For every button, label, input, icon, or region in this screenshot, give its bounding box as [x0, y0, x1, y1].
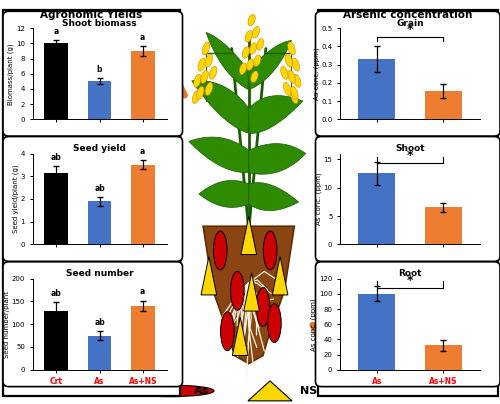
- Circle shape: [230, 271, 244, 310]
- Y-axis label: Biomass/plant (g): Biomass/plant (g): [8, 43, 14, 105]
- Ellipse shape: [240, 63, 246, 74]
- Y-axis label: Seed number/plant: Seed number/plant: [4, 291, 10, 358]
- Polygon shape: [192, 80, 250, 133]
- Polygon shape: [248, 183, 298, 210]
- Y-axis label: As conc. (ppm): As conc. (ppm): [313, 47, 320, 100]
- Ellipse shape: [250, 43, 256, 54]
- Title: Shoot: Shoot: [395, 144, 425, 153]
- Polygon shape: [201, 257, 216, 295]
- Ellipse shape: [205, 54, 212, 67]
- Ellipse shape: [288, 42, 295, 55]
- Bar: [425, 345, 462, 370]
- Text: *: *: [407, 23, 413, 36]
- Text: a: a: [140, 288, 145, 297]
- Ellipse shape: [205, 82, 212, 95]
- Text: *: *: [407, 274, 413, 287]
- Polygon shape: [241, 216, 256, 255]
- Ellipse shape: [210, 66, 217, 79]
- Ellipse shape: [288, 70, 295, 83]
- Ellipse shape: [246, 59, 254, 70]
- Text: b: b: [97, 65, 102, 74]
- Title: Seed yield: Seed yield: [73, 144, 126, 153]
- Text: ab: ab: [94, 183, 105, 193]
- Ellipse shape: [252, 27, 260, 38]
- Bar: [44, 311, 68, 370]
- Ellipse shape: [292, 58, 300, 71]
- Ellipse shape: [254, 55, 261, 66]
- Ellipse shape: [294, 74, 301, 87]
- Polygon shape: [203, 226, 294, 364]
- Bar: [44, 173, 68, 244]
- Circle shape: [264, 231, 277, 270]
- Ellipse shape: [290, 86, 298, 99]
- Ellipse shape: [196, 86, 204, 99]
- Polygon shape: [232, 317, 248, 356]
- Y-axis label: Seed yield/plant (g): Seed yield/plant (g): [12, 165, 19, 233]
- Circle shape: [126, 385, 214, 397]
- Ellipse shape: [194, 74, 201, 87]
- Text: NS: NS: [300, 386, 318, 396]
- Bar: [88, 81, 112, 119]
- Bar: [88, 336, 112, 370]
- Polygon shape: [244, 273, 260, 311]
- Polygon shape: [248, 144, 306, 174]
- Title: Seed number: Seed number: [66, 269, 134, 278]
- Circle shape: [214, 231, 227, 270]
- Title: Grain: Grain: [396, 19, 424, 27]
- Polygon shape: [248, 96, 303, 133]
- Bar: [88, 201, 112, 244]
- Polygon shape: [248, 40, 292, 89]
- Ellipse shape: [284, 82, 291, 95]
- Polygon shape: [272, 257, 288, 295]
- Ellipse shape: [201, 70, 208, 83]
- Y-axis label: As conc. (ppm): As conc. (ppm): [311, 298, 318, 351]
- Polygon shape: [206, 32, 250, 89]
- Bar: [131, 51, 154, 119]
- Circle shape: [256, 288, 270, 326]
- Ellipse shape: [248, 15, 255, 26]
- Bar: [425, 91, 462, 119]
- Ellipse shape: [290, 90, 298, 103]
- Bar: [131, 306, 154, 370]
- Text: a: a: [140, 147, 145, 156]
- Polygon shape: [189, 137, 249, 173]
- Text: Arsenic concentration: Arsenic concentration: [343, 10, 472, 20]
- Text: a: a: [140, 34, 145, 42]
- Text: ab: ab: [51, 289, 62, 298]
- Ellipse shape: [251, 71, 258, 82]
- Y-axis label: As conc. (ppm): As conc. (ppm): [316, 173, 322, 225]
- Ellipse shape: [198, 58, 205, 71]
- Circle shape: [220, 312, 234, 351]
- Bar: [358, 173, 395, 244]
- Bar: [44, 44, 68, 119]
- Ellipse shape: [256, 39, 264, 50]
- Ellipse shape: [280, 66, 288, 79]
- Polygon shape: [248, 381, 292, 401]
- Polygon shape: [199, 181, 248, 207]
- Text: *: *: [407, 149, 413, 162]
- Bar: [131, 165, 154, 244]
- Ellipse shape: [242, 47, 250, 58]
- Text: ab: ab: [51, 153, 62, 162]
- Bar: [425, 208, 462, 244]
- Text: Agronomic Yields: Agronomic Yields: [40, 10, 142, 20]
- Ellipse shape: [245, 31, 252, 42]
- Bar: [358, 294, 395, 370]
- Ellipse shape: [202, 42, 209, 55]
- Text: a: a: [54, 27, 59, 36]
- Text: ab: ab: [94, 318, 105, 327]
- Bar: [358, 59, 395, 119]
- Circle shape: [268, 304, 281, 343]
- Ellipse shape: [192, 90, 200, 103]
- Ellipse shape: [285, 54, 292, 67]
- Title: Root: Root: [398, 269, 422, 278]
- Text: As: As: [194, 386, 209, 396]
- Title: Shoot biomass: Shoot biomass: [62, 19, 137, 27]
